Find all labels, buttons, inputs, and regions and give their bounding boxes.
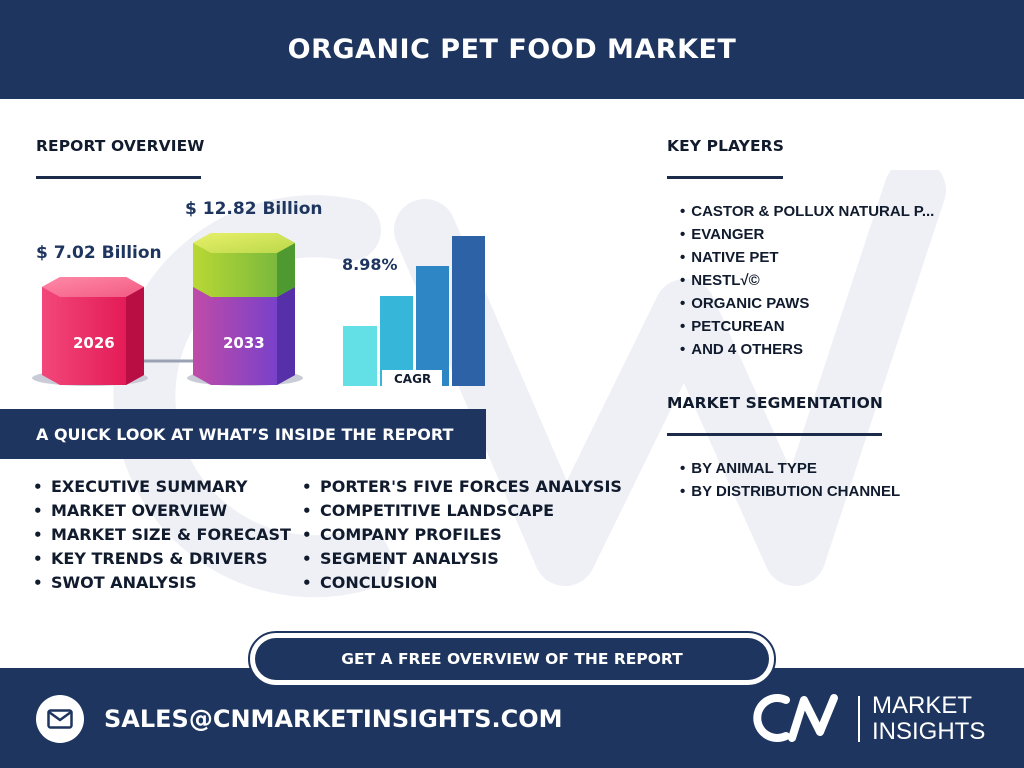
year-2026-label: 2026 (73, 334, 115, 352)
hexagon-growth-graphic (32, 233, 303, 386)
cagr-label: CAGR (394, 372, 432, 386)
list-item: SEGMENT ANALYSIS (302, 547, 622, 571)
free-overview-button[interactable]: GET A FREE OVERVIEW OF THE REPORT (255, 638, 769, 680)
key-players-list: CASTOR & POLLUX NATURAL P... EVANGER NAT… (680, 200, 934, 361)
quick-look-banner: A QUICK LOOK AT WHAT’S INSIDE THE REPORT (0, 409, 486, 459)
logo-wordmark: MARKET INSIGHTS (872, 693, 985, 745)
key-players-rule (667, 176, 783, 179)
list-item: ORGANIC PAWS (680, 292, 934, 315)
cta-frame: GET A FREE OVERVIEW OF THE REPORT (248, 631, 776, 687)
list-item: COMPETITIVE LANDSCAPE (302, 499, 622, 523)
list-item: EXECUTIVE SUMMARY (33, 475, 291, 499)
quick-look-title: A QUICK LOOK AT WHAT’S INSIDE THE REPORT (36, 424, 454, 444)
toc-right-list: PORTER'S FIVE FORCES ANALYSIS COMPETITIV… (302, 475, 622, 595)
list-item: CASTOR & POLLUX NATURAL P... (680, 200, 934, 223)
value-2033: $ 12.82 Billion (185, 199, 323, 219)
cn-logo-icon (753, 694, 838, 742)
logo-line-insights: INSIGHTS (872, 718, 986, 745)
list-item: EVANGER (680, 223, 934, 246)
hexagon-2026 (42, 277, 144, 385)
list-item: MARKET OVERVIEW (33, 499, 291, 523)
cagr-value: 8.98% (342, 255, 398, 274)
cagr-bar-1 (343, 326, 377, 386)
segmentation-list: BY ANIMAL TYPE BY DISTRIBUTION CHANNEL (680, 457, 900, 503)
report-overview-title: REPORT OVERVIEW (36, 137, 205, 155)
cagr-bar-3 (416, 266, 449, 386)
list-item: MARKET SIZE & FORECAST (33, 523, 291, 547)
logo-line-market: MARKET (872, 692, 973, 719)
list-item: AND 4 OTHERS (680, 338, 934, 361)
list-item: BY ANIMAL TYPE (680, 457, 900, 480)
market-segmentation-title: MARKET SEGMENTATION (667, 394, 883, 412)
market-segmentation-rule (667, 433, 882, 436)
list-item: COMPANY PROFILES (302, 523, 622, 547)
toc-left-list: EXECUTIVE SUMMARY MARKET OVERVIEW MARKET… (33, 475, 291, 595)
mail-icon[interactable] (36, 695, 84, 743)
cagr-bar-4 (452, 236, 485, 386)
hexagon-2033 (193, 233, 295, 385)
value-2026: $ 7.02 Billion (36, 243, 162, 263)
list-item: NESTL√© (680, 269, 934, 292)
list-item: SWOT ANALYSIS (33, 571, 291, 595)
list-item: PORTER'S FIVE FORCES ANALYSIS (302, 475, 622, 499)
contact-email-link[interactable]: SALES@CNMARKETINSIGHTS.COM (104, 705, 563, 733)
list-item: NATIVE PET (680, 246, 934, 269)
list-item: KEY TRENDS & DRIVERS (33, 547, 291, 571)
list-item: CONCLUSION (302, 571, 622, 595)
header-banner: ORGANIC PET FOOD MARKET (0, 0, 1024, 99)
cagr-bars-graphic (343, 236, 485, 388)
cagr-label-box (382, 370, 442, 388)
envelope-icon (47, 709, 73, 729)
page-title: ORGANIC PET FOOD MARKET (287, 34, 737, 65)
list-item: PETCUREAN (680, 315, 934, 338)
year-2033-label: 2033 (223, 334, 265, 352)
list-item: BY DISTRIBUTION CHANNEL (680, 480, 900, 503)
logo-divider (858, 696, 860, 742)
report-overview-rule (36, 176, 201, 179)
free-overview-label: GET A FREE OVERVIEW OF THE REPORT (341, 650, 683, 668)
key-players-title: KEY PLAYERS (667, 137, 784, 155)
